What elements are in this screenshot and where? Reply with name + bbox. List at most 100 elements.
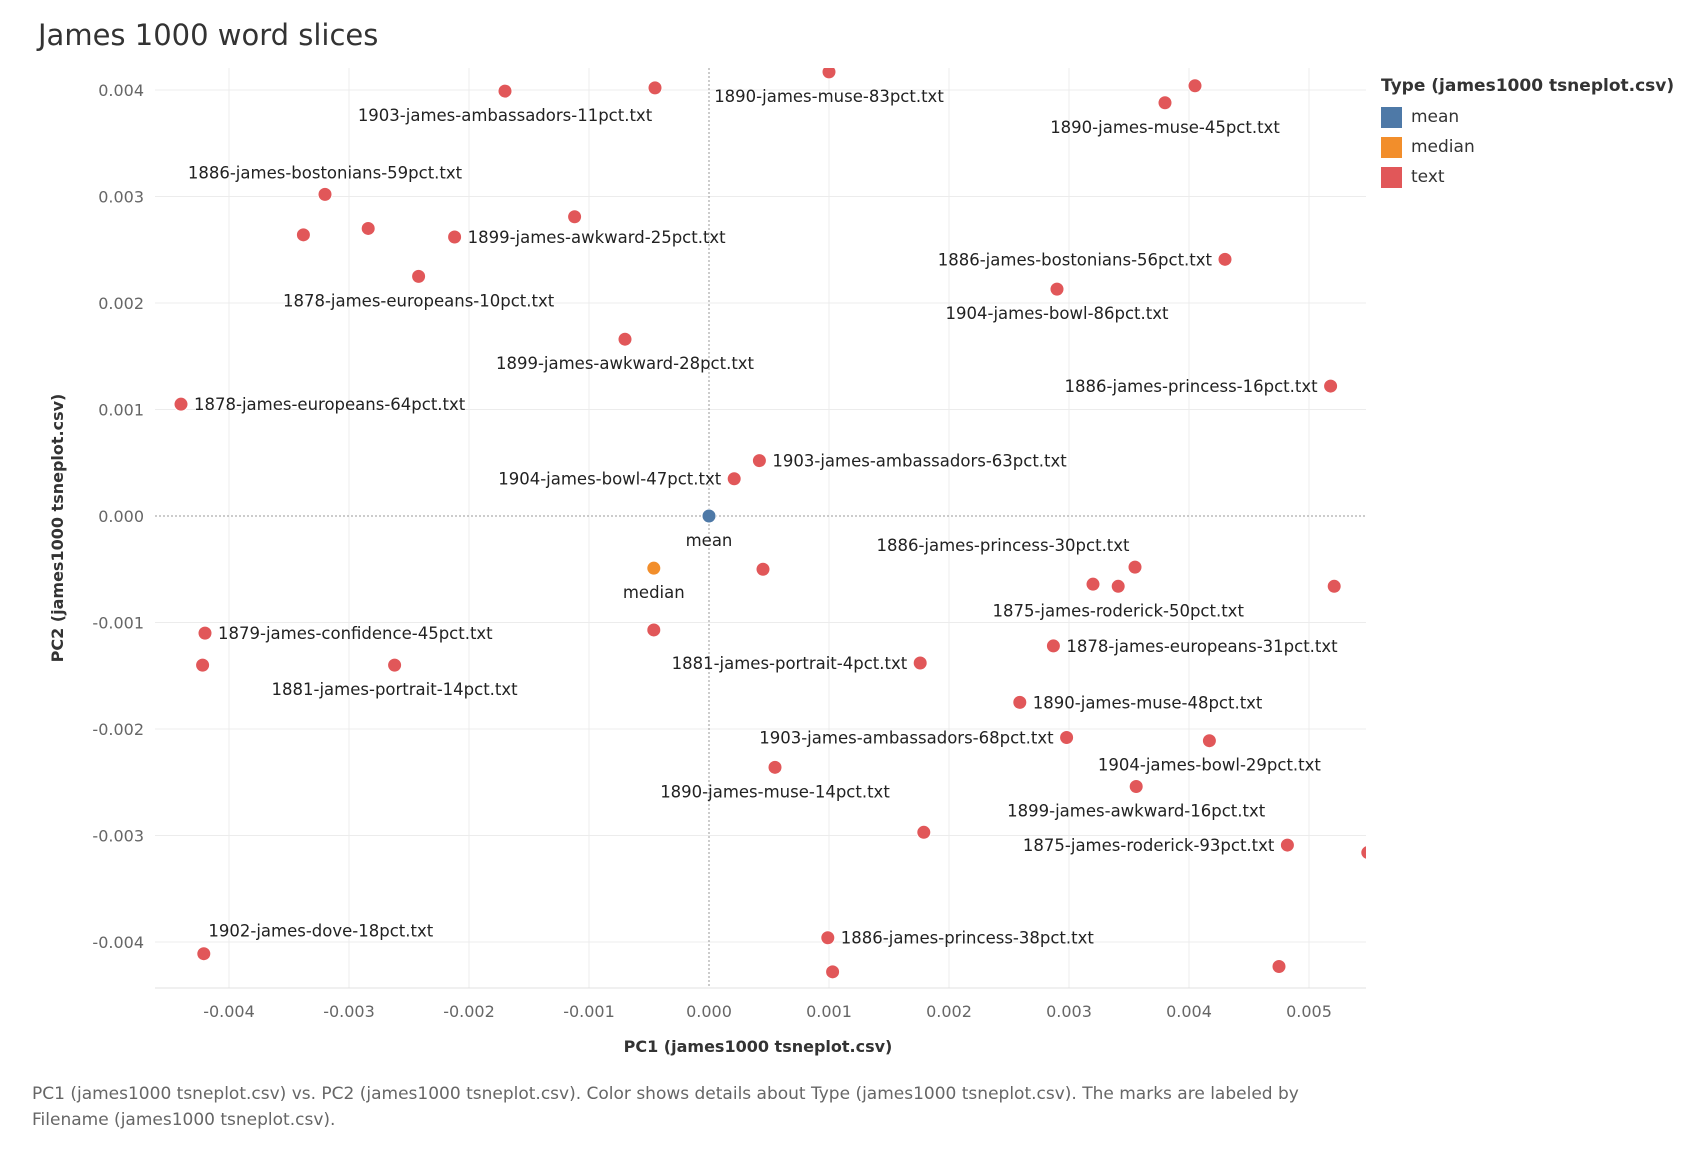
text-point bbox=[173, 396, 189, 412]
x-tick-label: -0.001 bbox=[563, 1002, 615, 1021]
y-tick-label: 0.001 bbox=[98, 401, 144, 420]
point-label: 1886-james-bostonians-59pct.txt bbox=[188, 163, 463, 182]
legend-label: median bbox=[1411, 137, 1475, 157]
x-tick-label: 0.005 bbox=[1286, 1002, 1332, 1021]
point-label: 1886-james-bostonians-56pct.txt bbox=[938, 250, 1213, 269]
text-point bbox=[821, 68, 837, 80]
scatter-plot: -0.004 -0.003 -0.002 -0.001 0.000 0.001 0.002 0… bbox=[48, 68, 1366, 1056]
text-point bbox=[912, 655, 928, 671]
point-label: 1890-james-muse-48pct.txt bbox=[1033, 693, 1263, 712]
y-tick-label: 0.004 bbox=[98, 81, 144, 100]
point-label: median bbox=[623, 583, 685, 602]
y-tick-label: 0.003 bbox=[98, 188, 144, 207]
legend-title: Type (james1000 tsneplot.csv) bbox=[1381, 76, 1675, 96]
chart-title: James 1000 word slices bbox=[38, 18, 379, 52]
point-label: 1899-james-awkward-16pct.txt bbox=[1007, 802, 1266, 821]
y-tick-label: -0.002 bbox=[92, 720, 144, 739]
legend: Type (james1000 tsneplot.csv) mean median… bbox=[1381, 76, 1674, 192]
point-label: 1878-james-europeans-31pct.txt bbox=[1066, 637, 1338, 656]
point-label: 1890-james-muse-14pct.txt bbox=[660, 782, 890, 801]
point-label: 1903-james-ambassadors-11pct.txt bbox=[358, 106, 653, 125]
point-label: 1878-james-europeans-64pct.txt bbox=[194, 395, 466, 414]
point-label: 1903-james-ambassadors-68pct.txt bbox=[759, 729, 1054, 748]
text-point bbox=[1360, 845, 1366, 860]
x-axis-title: PC1 (james1000 tsneplot.csv) bbox=[624, 1037, 893, 1056]
text-point bbox=[647, 80, 663, 96]
legend-swatch bbox=[1381, 106, 1402, 128]
text-point bbox=[646, 622, 662, 638]
point-label: 1875-james-roderick-50pct.txt bbox=[992, 601, 1244, 620]
text-point bbox=[447, 229, 463, 245]
chart-caption: PC1 (james1000 tsneplot.csv) vs. PC2 (ja… bbox=[32, 1084, 1299, 1130]
legend-label: text bbox=[1411, 167, 1445, 187]
point-label: 1886-james-princess-38pct.txt bbox=[841, 929, 1095, 948]
text-point bbox=[411, 268, 427, 284]
point-label: mean bbox=[686, 531, 733, 550]
point-label: 1890-james-muse-83pct.txt bbox=[714, 87, 944, 106]
legend-item-median[interactable]: median bbox=[1381, 132, 1674, 162]
point-label: 1881-james-portrait-4pct.txt bbox=[672, 654, 908, 673]
y-tick-label: -0.001 bbox=[92, 614, 144, 633]
point-label: 1878-james-europeans-10pct.txt bbox=[283, 291, 555, 310]
grid-lines bbox=[155, 68, 1366, 989]
text-point bbox=[1326, 578, 1342, 594]
point-label: 1881-james-portrait-14pct.txt bbox=[272, 680, 519, 699]
median-point bbox=[646, 560, 662, 576]
text-point bbox=[196, 946, 212, 962]
legend-item-mean[interactable]: mean bbox=[1381, 102, 1674, 132]
text-point bbox=[1012, 694, 1028, 710]
y-tick-label: 0.002 bbox=[98, 294, 144, 313]
data-points bbox=[173, 68, 1366, 980]
legend-swatch bbox=[1381, 136, 1402, 158]
point-label: 1904-james-bowl-47pct.txt bbox=[498, 470, 722, 489]
text-point bbox=[1049, 281, 1065, 297]
x-tick-label: 0.004 bbox=[1166, 1002, 1212, 1021]
y-axis-ticks: 0.004 0.003 0.002 0.001 0.000 -0.001 -0.002 -0.… bbox=[92, 81, 144, 952]
text-point bbox=[1045, 638, 1061, 654]
text-point bbox=[1271, 958, 1287, 974]
x-tick-label: 0.003 bbox=[1046, 1002, 1092, 1021]
text-point bbox=[387, 657, 403, 673]
point-label: 1903-james-ambassadors-63pct.txt bbox=[772, 452, 1067, 471]
legend-label: mean bbox=[1411, 107, 1460, 127]
text-point bbox=[1059, 730, 1075, 746]
point-label: 1904-james-bowl-29pct.txt bbox=[1098, 756, 1322, 775]
point-label: 1886-james-princess-30pct.txt bbox=[876, 536, 1130, 555]
point-label: 1886-james-princess-16pct.txt bbox=[1065, 377, 1319, 396]
text-point bbox=[197, 625, 213, 641]
text-point bbox=[1279, 837, 1295, 853]
y-tick-label: -0.004 bbox=[92, 933, 144, 952]
y-axis-title: PC2 (james1000 tsneplot.csv) bbox=[48, 394, 67, 663]
text-point bbox=[1187, 78, 1203, 94]
text-point bbox=[726, 471, 742, 487]
x-axis-ticks: -0.004 -0.003 -0.002 -0.001 0.000 0.001 0.002 0… bbox=[203, 1002, 1332, 1021]
text-point bbox=[820, 930, 836, 946]
text-point bbox=[1157, 95, 1173, 111]
x-tick-label: 0.001 bbox=[806, 1002, 852, 1021]
text-point bbox=[755, 561, 771, 577]
text-point bbox=[1323, 378, 1339, 394]
point-label: 1902-james-dove-18pct.txt bbox=[208, 922, 433, 941]
x-tick-label: 0.000 bbox=[686, 1002, 732, 1021]
text-point bbox=[317, 186, 333, 202]
x-tick-label: -0.003 bbox=[323, 1002, 375, 1021]
text-point bbox=[751, 453, 767, 469]
text-point bbox=[916, 824, 932, 840]
text-point bbox=[1085, 576, 1101, 592]
point-label: 1890-james-muse-45pct.txt bbox=[1050, 118, 1280, 137]
legend-item-text[interactable]: text bbox=[1381, 162, 1674, 192]
text-point bbox=[497, 83, 513, 99]
legend-swatch bbox=[1381, 166, 1402, 188]
legend-items: mean median text bbox=[1381, 102, 1674, 192]
text-point bbox=[1128, 779, 1144, 795]
x-tick-label: 0.002 bbox=[926, 1002, 972, 1021]
text-point bbox=[1201, 733, 1217, 749]
text-point bbox=[1127, 559, 1143, 575]
x-tick-label: -0.002 bbox=[443, 1002, 495, 1021]
mean-point bbox=[701, 508, 717, 524]
point-label: 1904-james-bowl-86pct.txt bbox=[946, 304, 1170, 323]
point-label: 1879-james-confidence-45pct.txt bbox=[218, 624, 493, 643]
text-point bbox=[295, 227, 311, 243]
point-label: 1899-james-awkward-28pct.txt bbox=[496, 354, 755, 373]
text-point bbox=[195, 657, 211, 673]
